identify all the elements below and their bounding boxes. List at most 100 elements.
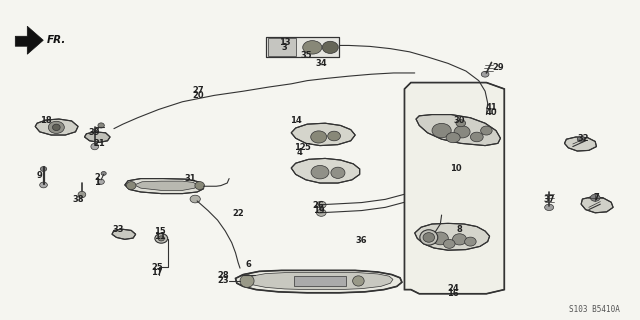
Ellipse shape bbox=[190, 195, 200, 203]
Ellipse shape bbox=[40, 166, 47, 172]
Text: 19: 19 bbox=[313, 206, 324, 215]
Text: 34: 34 bbox=[316, 59, 327, 68]
Polygon shape bbox=[35, 119, 78, 135]
Ellipse shape bbox=[481, 126, 492, 135]
Text: 5: 5 bbox=[304, 143, 310, 152]
Ellipse shape bbox=[311, 131, 327, 143]
Ellipse shape bbox=[155, 234, 168, 243]
Text: 37: 37 bbox=[543, 195, 555, 204]
Text: 18: 18 bbox=[40, 116, 52, 125]
Ellipse shape bbox=[101, 172, 106, 175]
Text: 28: 28 bbox=[217, 271, 228, 280]
Text: 40: 40 bbox=[486, 108, 497, 117]
Text: 9: 9 bbox=[37, 171, 42, 180]
Text: 12: 12 bbox=[294, 143, 305, 152]
Text: 7: 7 bbox=[594, 193, 599, 202]
Polygon shape bbox=[84, 132, 110, 142]
Text: 20: 20 bbox=[193, 91, 204, 100]
Ellipse shape bbox=[323, 41, 339, 53]
Ellipse shape bbox=[49, 121, 64, 133]
Text: 39: 39 bbox=[89, 128, 100, 137]
Bar bbox=[294, 276, 346, 286]
Ellipse shape bbox=[91, 143, 99, 150]
Ellipse shape bbox=[465, 237, 476, 246]
Ellipse shape bbox=[316, 209, 326, 216]
Ellipse shape bbox=[78, 191, 86, 198]
Text: 29: 29 bbox=[492, 63, 504, 72]
Text: 10: 10 bbox=[450, 164, 461, 173]
Text: 23: 23 bbox=[217, 276, 228, 285]
Text: 24: 24 bbox=[447, 284, 459, 293]
Ellipse shape bbox=[303, 41, 322, 54]
Ellipse shape bbox=[40, 182, 47, 188]
Text: FR.: FR. bbox=[47, 35, 67, 45]
Text: 2: 2 bbox=[94, 173, 100, 182]
Text: 14: 14 bbox=[290, 116, 301, 125]
Ellipse shape bbox=[52, 124, 60, 131]
Text: 26: 26 bbox=[313, 201, 324, 210]
Polygon shape bbox=[134, 181, 197, 190]
Polygon shape bbox=[236, 270, 402, 293]
Text: 17: 17 bbox=[151, 268, 163, 277]
Text: 13: 13 bbox=[279, 38, 291, 47]
Text: 41: 41 bbox=[486, 103, 497, 112]
Text: 3: 3 bbox=[282, 43, 287, 52]
Text: 36: 36 bbox=[356, 236, 367, 245]
Polygon shape bbox=[564, 137, 596, 151]
Ellipse shape bbox=[577, 136, 585, 142]
Ellipse shape bbox=[433, 232, 448, 245]
Ellipse shape bbox=[98, 179, 104, 184]
Polygon shape bbox=[291, 123, 355, 146]
Ellipse shape bbox=[316, 201, 326, 208]
Ellipse shape bbox=[158, 236, 164, 241]
Ellipse shape bbox=[444, 239, 455, 248]
Text: 1: 1 bbox=[94, 178, 100, 187]
Ellipse shape bbox=[331, 167, 345, 179]
Ellipse shape bbox=[195, 181, 205, 189]
Text: 38: 38 bbox=[72, 195, 84, 204]
Text: 4: 4 bbox=[296, 148, 303, 157]
Ellipse shape bbox=[470, 132, 483, 142]
Polygon shape bbox=[291, 158, 360, 183]
Ellipse shape bbox=[420, 230, 438, 245]
Ellipse shape bbox=[423, 233, 435, 242]
Polygon shape bbox=[404, 83, 504, 294]
Ellipse shape bbox=[328, 131, 340, 141]
Ellipse shape bbox=[591, 194, 600, 201]
Text: S103 B5410A: S103 B5410A bbox=[569, 305, 620, 314]
Text: 33: 33 bbox=[113, 225, 124, 234]
Ellipse shape bbox=[481, 71, 489, 77]
Text: 32: 32 bbox=[578, 134, 589, 143]
Polygon shape bbox=[415, 223, 490, 250]
Polygon shape bbox=[581, 197, 613, 213]
Text: 11: 11 bbox=[154, 232, 166, 241]
Ellipse shape bbox=[353, 276, 364, 286]
Text: 8: 8 bbox=[457, 225, 462, 234]
Polygon shape bbox=[246, 273, 393, 290]
Text: 31: 31 bbox=[185, 174, 196, 183]
Ellipse shape bbox=[240, 275, 254, 287]
Ellipse shape bbox=[456, 120, 466, 127]
Ellipse shape bbox=[446, 132, 460, 143]
Text: 30: 30 bbox=[454, 116, 465, 125]
Text: 16: 16 bbox=[447, 289, 459, 298]
Text: 27: 27 bbox=[193, 86, 204, 95]
Text: 25: 25 bbox=[151, 263, 163, 272]
Polygon shape bbox=[416, 115, 500, 146]
Ellipse shape bbox=[98, 123, 104, 128]
Polygon shape bbox=[268, 38, 296, 56]
Polygon shape bbox=[15, 26, 44, 54]
Polygon shape bbox=[266, 37, 339, 57]
Ellipse shape bbox=[127, 181, 136, 189]
Polygon shape bbox=[125, 179, 204, 194]
Ellipse shape bbox=[454, 126, 470, 138]
Ellipse shape bbox=[432, 123, 451, 138]
Ellipse shape bbox=[452, 234, 467, 245]
Ellipse shape bbox=[311, 165, 329, 179]
Text: 21: 21 bbox=[93, 139, 105, 148]
Text: 22: 22 bbox=[232, 209, 244, 218]
Text: 6: 6 bbox=[245, 260, 252, 269]
Text: 35: 35 bbox=[300, 51, 312, 60]
Polygon shape bbox=[112, 229, 136, 239]
Text: 15: 15 bbox=[154, 227, 166, 236]
